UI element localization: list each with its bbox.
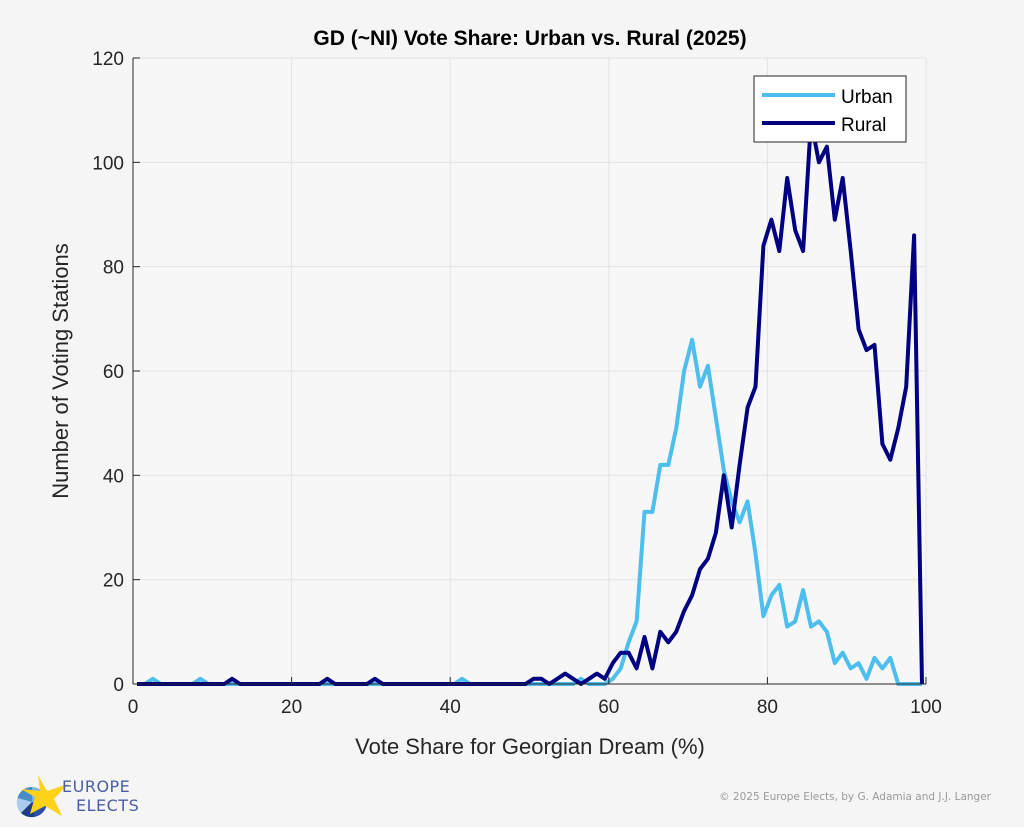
y-tick-label: 80 <box>103 258 124 279</box>
y-tick-label: 0 <box>113 675 124 696</box>
credit-text: © 2025 Europe Elects, by G. Adamia and J… <box>719 791 991 803</box>
x-tick-label: 80 <box>757 697 778 718</box>
x-tick-label: 0 <box>128 697 139 718</box>
legend: Urban Rural <box>753 75 907 143</box>
legend-label-rural: Rural <box>841 115 886 136</box>
y-tick-label: 20 <box>103 571 124 592</box>
axes <box>132 57 927 685</box>
chart: 0 20 40 60 80 100 0 20 40 60 80 100 120 GD (~NI) Vot… <box>48 27 942 759</box>
y-tick-label: 100 <box>92 153 124 174</box>
x-tick-label: 20 <box>281 697 302 718</box>
logo-text: EUROPE ELECTS <box>62 777 139 815</box>
y-axis-label: Number of Voting Stations <box>48 243 73 499</box>
y-tick-label: 40 <box>103 466 124 487</box>
x-tick-label: 100 <box>910 697 942 718</box>
legend-label-urban: Urban <box>841 87 893 108</box>
legend-box <box>753 75 907 143</box>
grid <box>132 57 927 685</box>
logo-line-2: ELECTS <box>76 796 140 815</box>
y-tick-label: 60 <box>103 362 124 383</box>
y-tick-label: 120 <box>92 49 124 70</box>
x-tick-label: 40 <box>440 697 461 718</box>
logo-line-1: EUROPE <box>62 777 131 796</box>
logo-star-icon <box>21 775 68 816</box>
tick-labels: 0 20 40 60 80 100 0 20 40 60 80 100 120 <box>92 49 942 718</box>
x-axis-label: Vote Share for Georgian Dream (%) <box>355 734 705 759</box>
europe-elects-logo <box>16 775 68 818</box>
chart-title: GD (~NI) Vote Share: Urban vs. Rural (20… <box>313 27 746 50</box>
x-tick-label: 60 <box>598 697 619 718</box>
